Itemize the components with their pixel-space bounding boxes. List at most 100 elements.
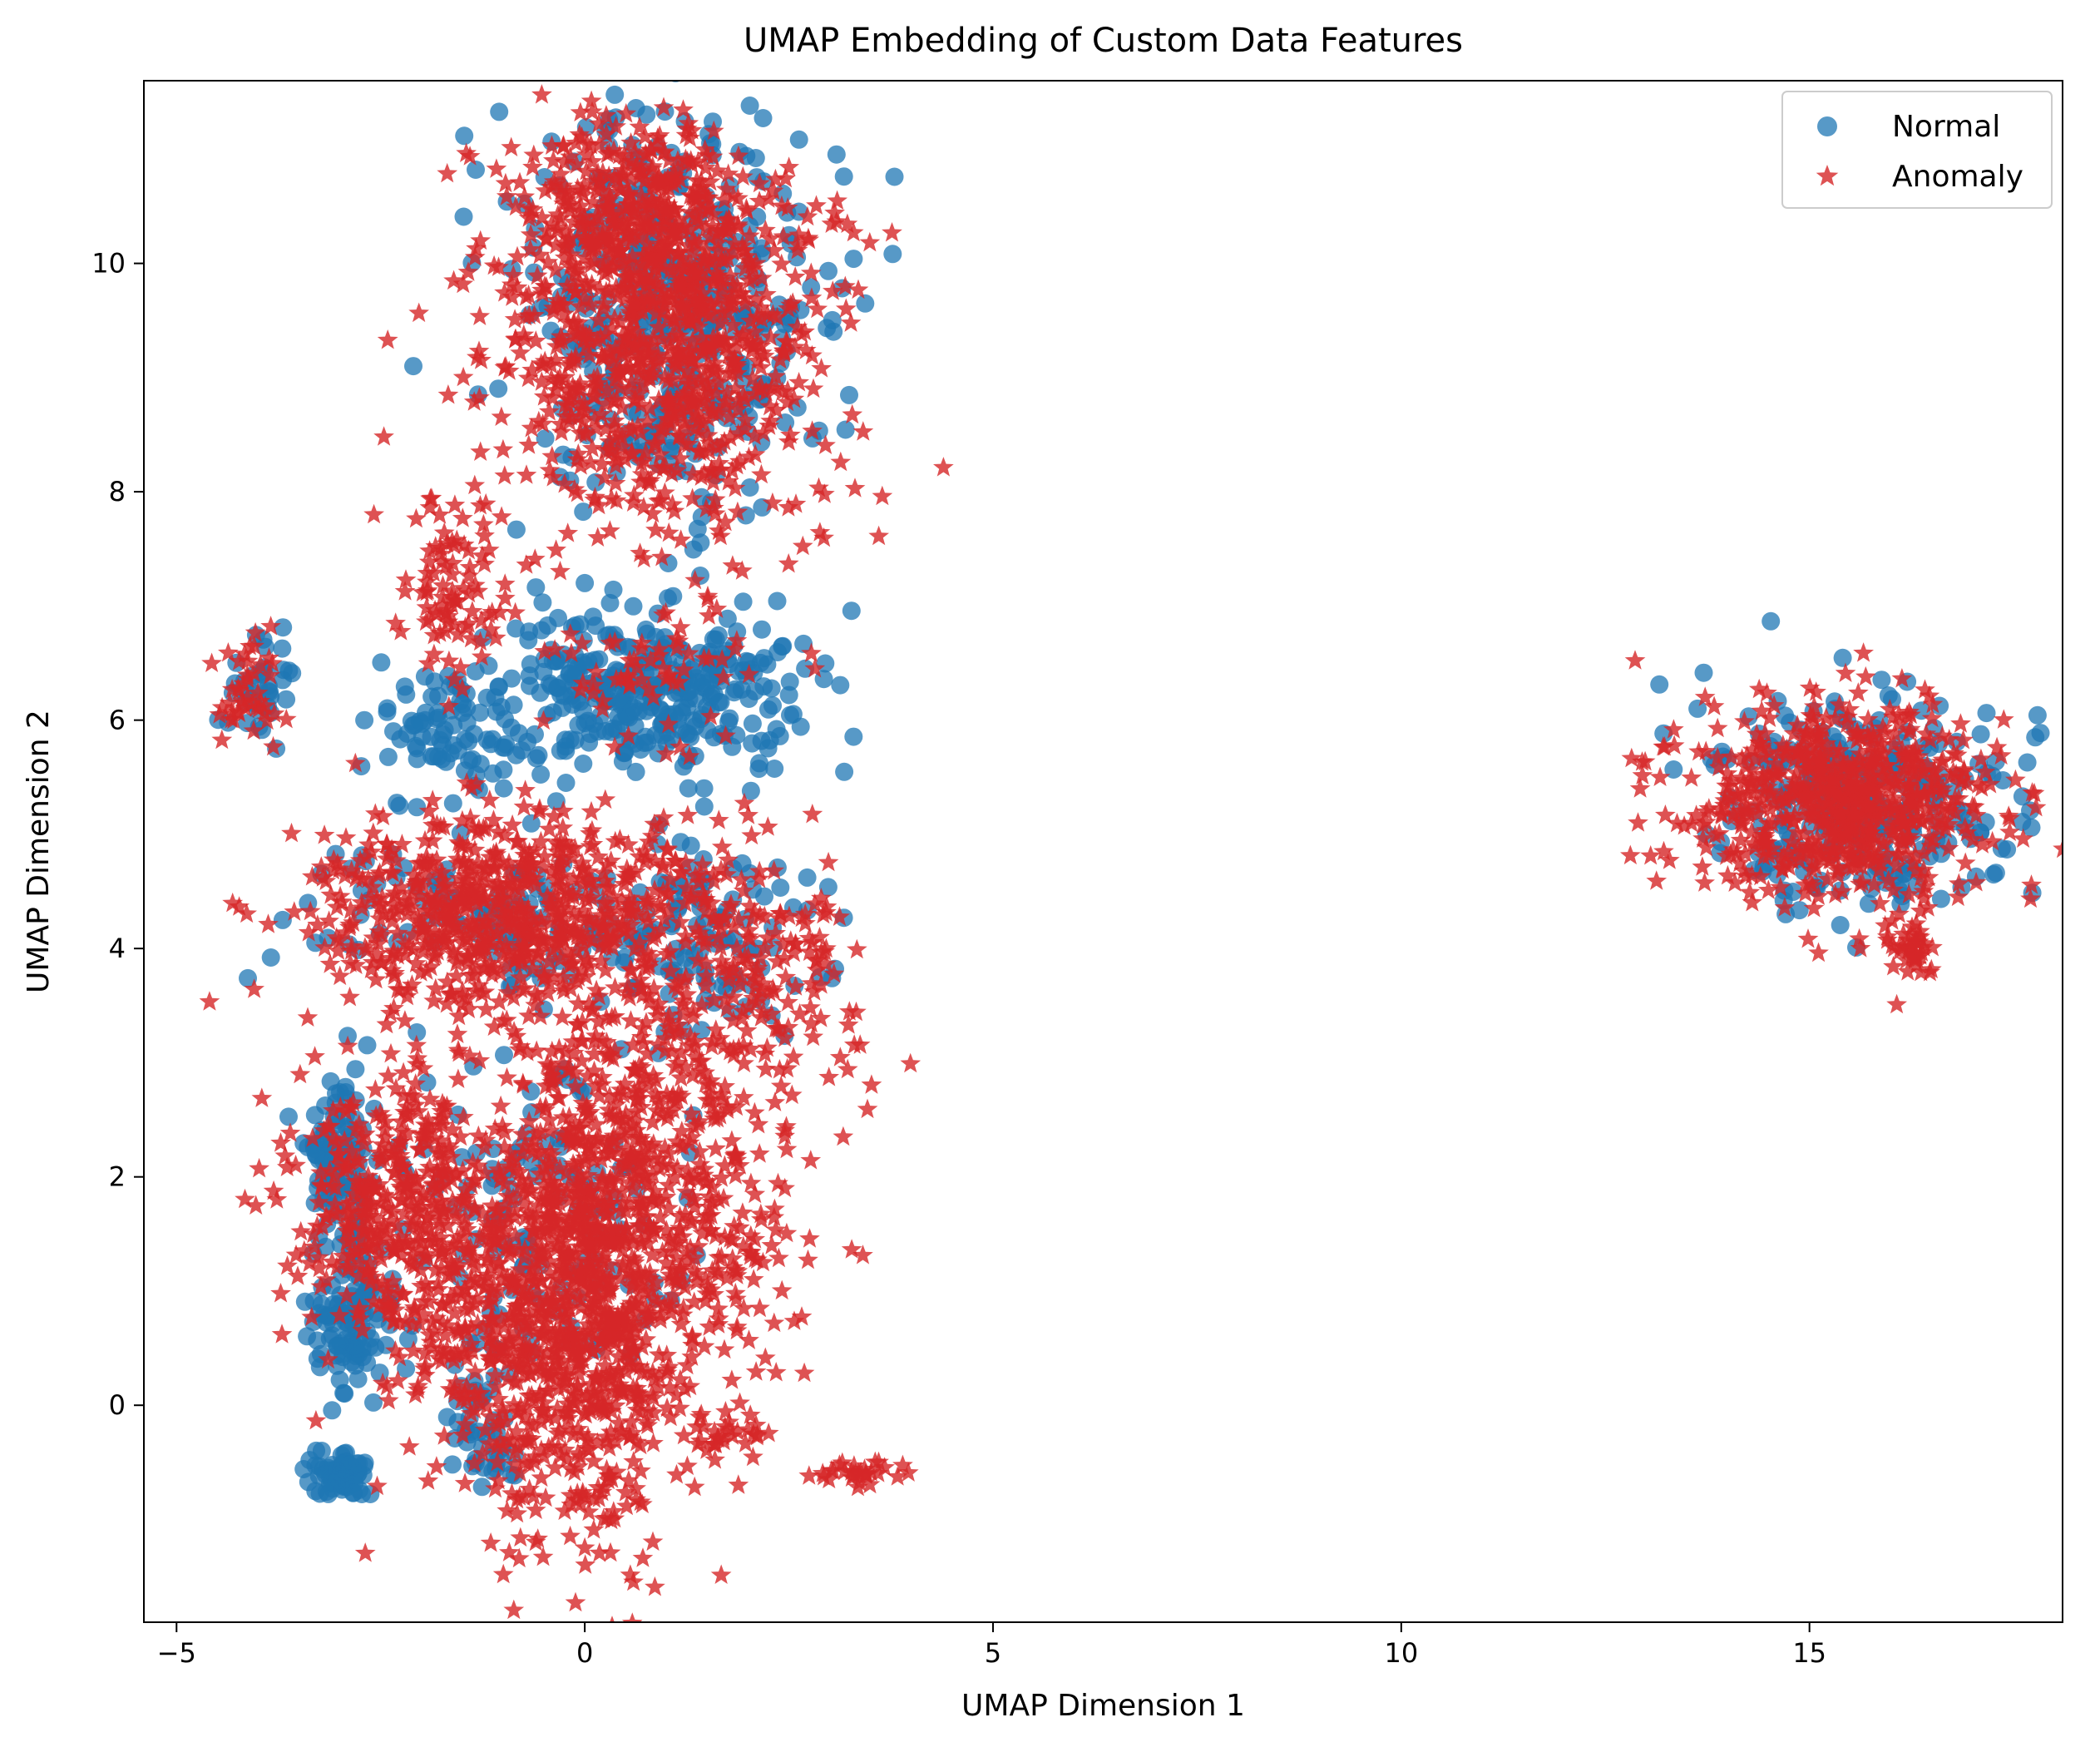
point-anomaly [738, 926, 759, 946]
point-anomaly [670, 448, 691, 468]
point-anomaly [285, 1244, 307, 1264]
point-anomaly [733, 384, 754, 404]
point-anomaly [670, 1368, 691, 1389]
point-anomaly [426, 889, 447, 910]
point-anomaly [522, 156, 543, 176]
point-anomaly [694, 245, 715, 266]
point-anomaly [502, 888, 524, 908]
point-anomaly [729, 973, 751, 993]
point-anomaly [600, 1542, 621, 1562]
point-normal [748, 207, 767, 226]
point-anomaly [556, 880, 577, 900]
point-normal [754, 649, 773, 668]
point-anomaly [413, 1304, 434, 1324]
point-anomaly [418, 1219, 439, 1239]
point-anomaly [648, 166, 670, 186]
point-anomaly [429, 622, 451, 642]
point-anomaly [773, 948, 795, 968]
point-anomaly [348, 1298, 370, 1318]
point-anomaly [637, 1414, 658, 1435]
point-anomaly [425, 944, 446, 965]
point-anomaly [800, 262, 822, 282]
point-anomaly [497, 873, 518, 893]
point-anomaly [299, 1252, 320, 1273]
point-anomaly [666, 459, 688, 480]
point-anomaly [274, 1145, 296, 1165]
point-anomaly [596, 380, 618, 400]
point-anomaly [882, 222, 902, 242]
point-anomaly [829, 906, 850, 926]
point-anomaly [775, 167, 796, 188]
point-anomaly [516, 1042, 538, 1062]
point-anomaly [539, 459, 561, 480]
point-normal [657, 734, 676, 753]
point-anomaly [561, 384, 582, 404]
point-anomaly [474, 955, 495, 976]
point-normal [1931, 889, 1950, 908]
point-anomaly [717, 247, 739, 268]
point-anomaly [463, 391, 485, 411]
point-anomaly [691, 295, 713, 315]
point-anomaly [497, 1067, 517, 1087]
point-anomaly [520, 224, 541, 244]
point-anomaly [662, 493, 683, 514]
point-anomaly [452, 932, 473, 952]
point-anomaly [270, 1283, 291, 1303]
point-anomaly [602, 1047, 624, 1068]
point-anomaly [557, 522, 579, 542]
point-anomaly [761, 1003, 782, 1023]
point-anomaly [716, 864, 737, 883]
point-anomaly [436, 916, 457, 937]
point-anomaly [417, 571, 437, 591]
point-anomaly [383, 965, 405, 985]
point-anomaly [266, 1189, 288, 1209]
point-anomaly [667, 227, 689, 248]
point-anomaly [433, 816, 455, 836]
point-anomaly [531, 84, 552, 104]
point-anomaly [432, 862, 453, 882]
point-normal [546, 792, 566, 811]
point-anomaly [718, 344, 739, 364]
point-anomaly [714, 908, 734, 928]
point-anomaly [859, 231, 881, 252]
point-anomaly [366, 1207, 387, 1227]
point-anomaly [731, 869, 752, 889]
point-anomaly [655, 456, 676, 477]
point-anomaly [528, 941, 549, 962]
point-anomaly [497, 898, 519, 919]
point-anomaly [567, 1249, 589, 1269]
point-anomaly [778, 553, 799, 573]
point-anomaly [618, 379, 640, 398]
point-normal [489, 677, 508, 696]
point-anomaly [566, 1489, 586, 1509]
point-anomaly [388, 1312, 410, 1332]
point-anomaly [515, 779, 536, 799]
point-anomaly [728, 423, 749, 443]
point-anomaly [446, 1205, 467, 1226]
point-anomaly [811, 358, 832, 378]
point-anomaly [505, 601, 526, 622]
point-anomaly [661, 463, 682, 483]
point-anomaly [536, 1342, 557, 1363]
point-anomaly [465, 574, 486, 595]
point-anomaly [605, 1430, 626, 1451]
point-normal [836, 420, 855, 439]
point-anomaly [299, 900, 321, 921]
point-anomaly [514, 1136, 535, 1156]
point-anomaly [658, 242, 679, 262]
point-anomaly [558, 388, 580, 408]
point-normal [704, 112, 722, 131]
point-anomaly [436, 992, 457, 1013]
point-anomaly [600, 921, 622, 942]
point-anomaly [653, 189, 674, 209]
point-anomaly [365, 803, 386, 823]
point-anomaly [479, 789, 501, 809]
point-normal [608, 31, 626, 49]
point-anomaly [723, 241, 744, 261]
point-anomaly [684, 232, 706, 253]
point-normal [316, 1237, 335, 1256]
point-anomaly [609, 144, 630, 165]
point-anomaly [442, 1190, 463, 1210]
point-anomaly [675, 966, 697, 987]
point-anomaly [446, 965, 467, 986]
